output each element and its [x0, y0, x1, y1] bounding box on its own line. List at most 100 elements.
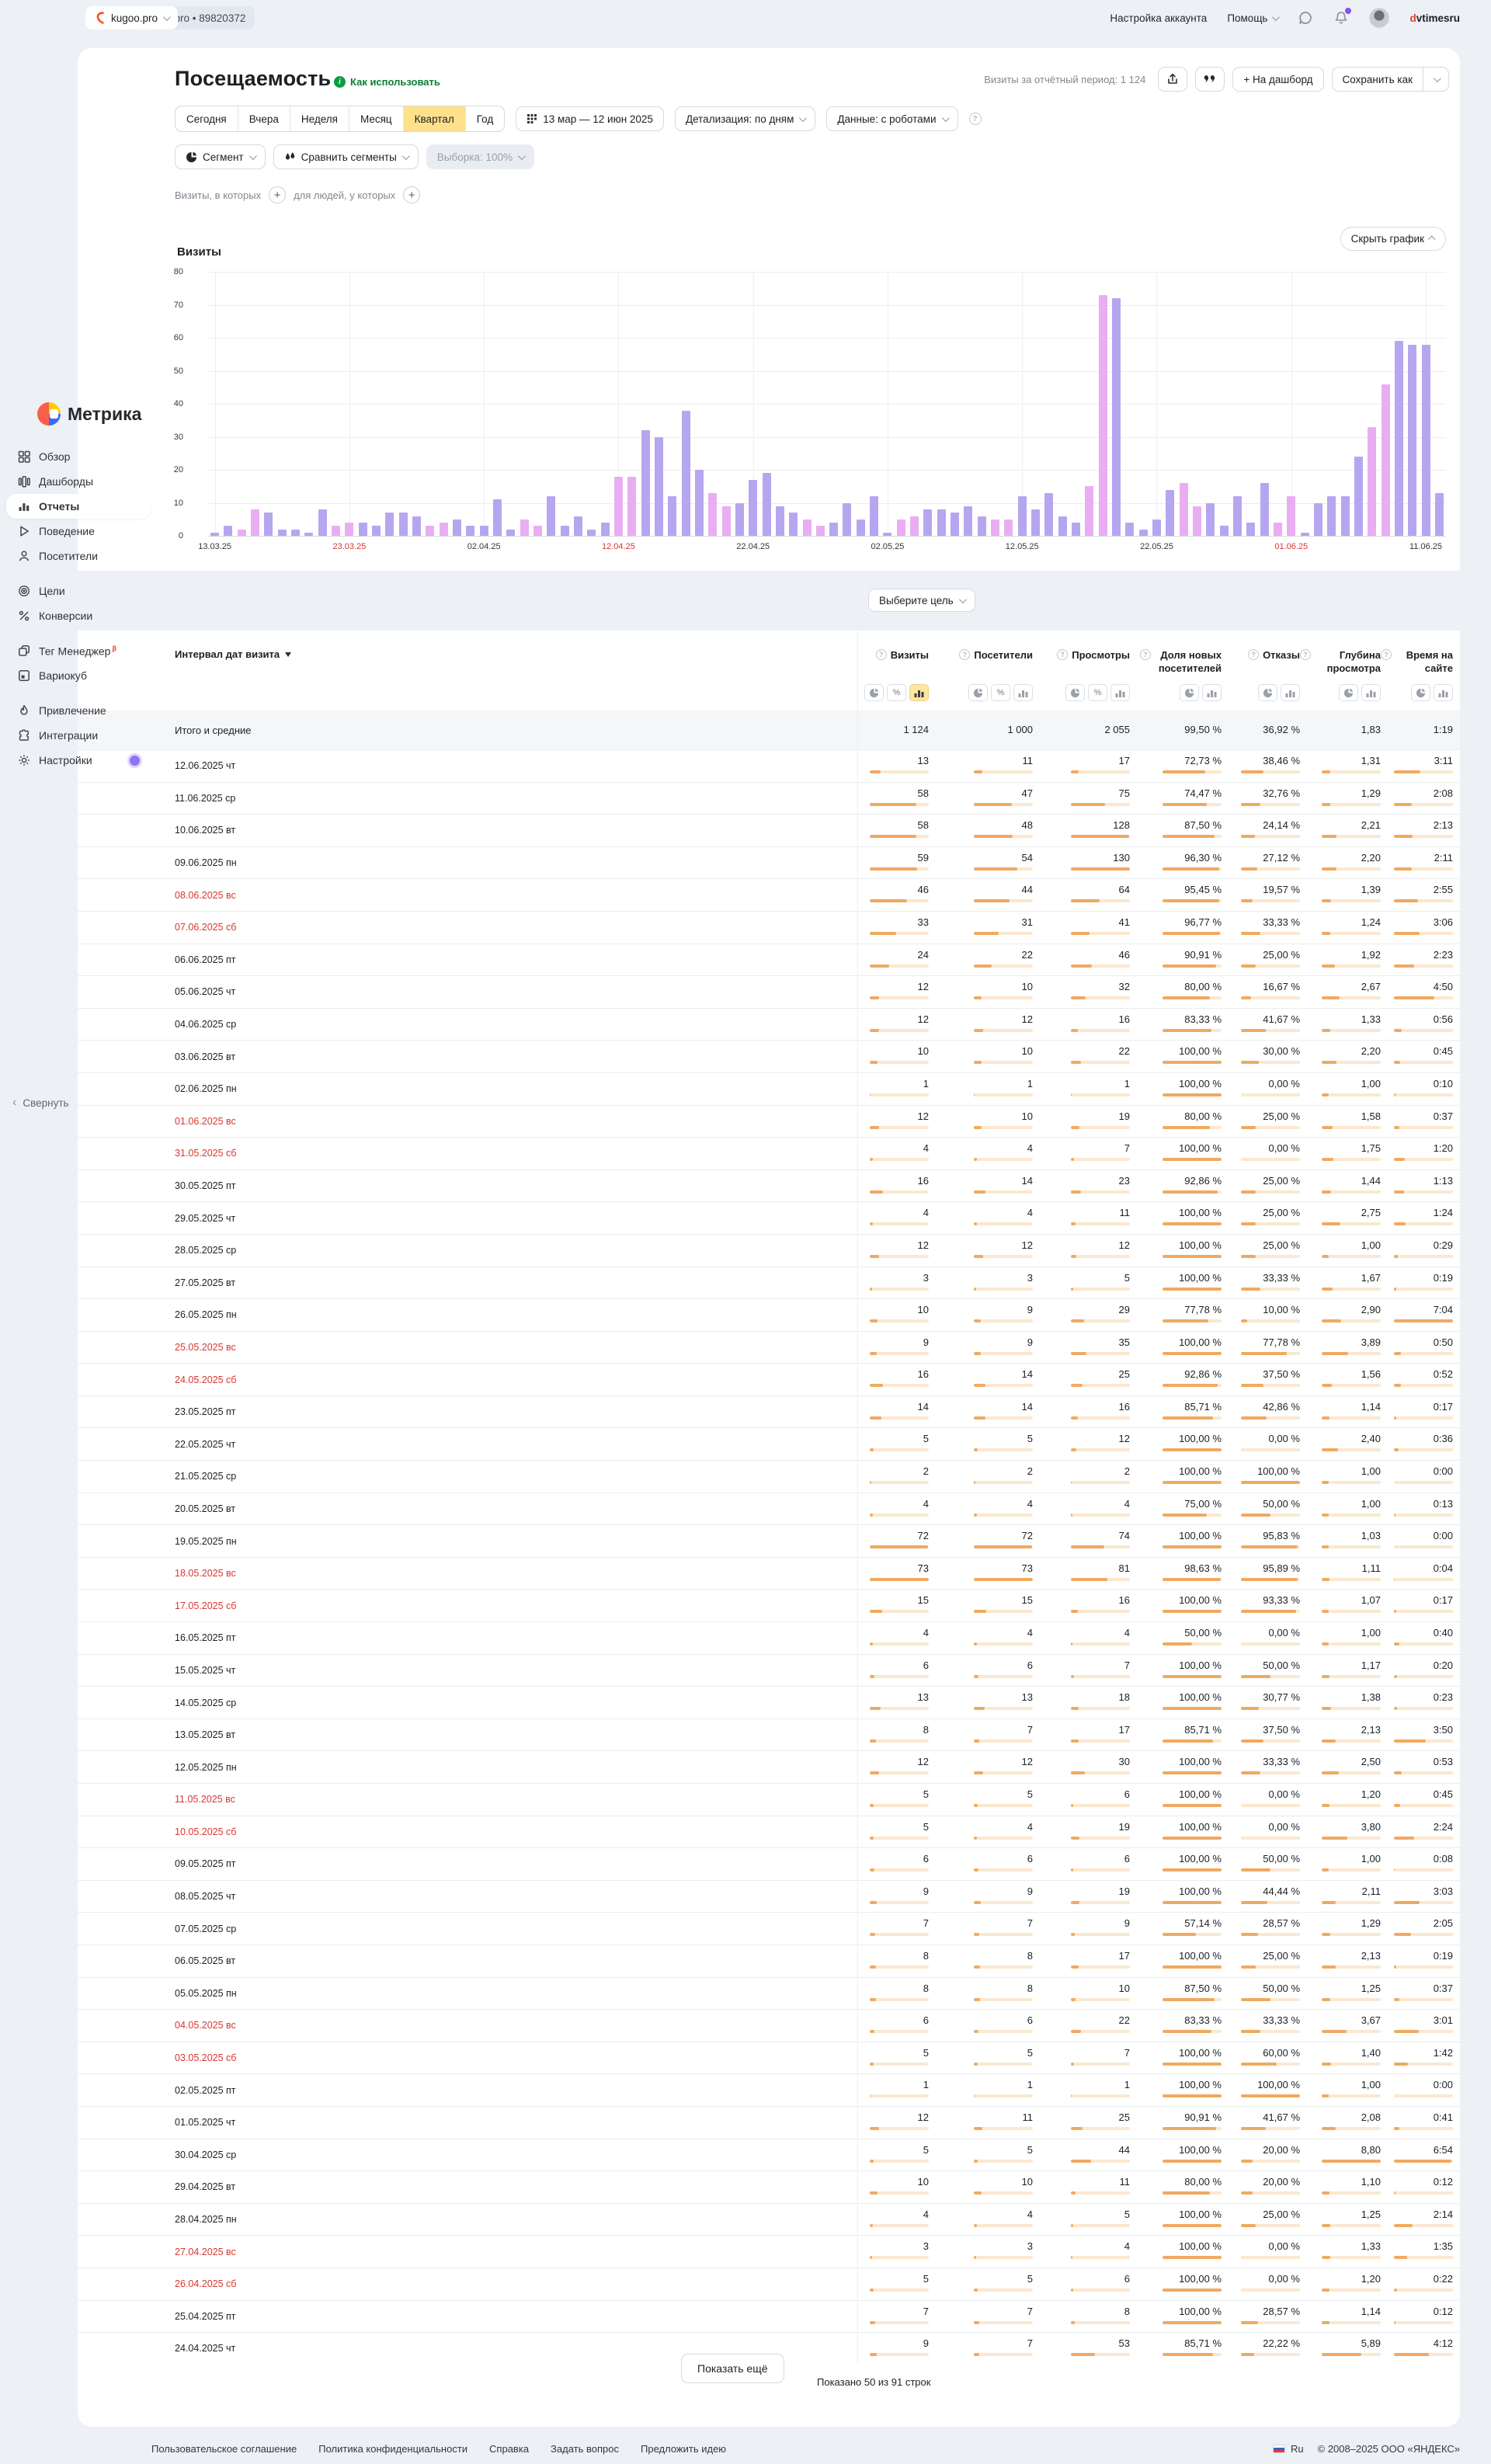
toggle-pie-icon[interactable]	[1258, 684, 1277, 701]
table-row[interactable]: 06.06.2025 пт 24 22 46 90,91 % 25,00 % 1,92 2:2…	[78, 943, 1460, 976]
sidebar-item-цели[interactable]: Цели	[6, 579, 151, 603]
chart-bar[interactable]	[264, 513, 273, 536]
table-row[interactable]: 15.05.2025 чт 6 6 7 100,00 % 50,00 % 1,17 0:20	[78, 1653, 1460, 1687]
metric-help-icon[interactable]: ?	[875, 649, 887, 660]
sidebar-item-обзор[interactable]: Обзор	[6, 444, 151, 469]
table-row[interactable]: 11.06.2025 ср 58 47 75 74,47 % 32,76 % 1,29 2:0…	[78, 781, 1460, 815]
chart-bar[interactable]	[829, 523, 839, 536]
table-row[interactable]: 08.06.2025 вс 46 44 64 95,45 % 19,57 % 1,39 2:5…	[78, 878, 1460, 911]
chart-bar[interactable]	[1421, 344, 1430, 536]
chart-bar[interactable]	[1273, 523, 1282, 536]
chart-bar[interactable]	[1381, 384, 1390, 536]
chart-bar[interactable]	[1017, 496, 1027, 536]
chart-bar[interactable]	[1179, 483, 1188, 536]
how-to-use-link[interactable]: i Как использовать	[334, 76, 440, 88]
chart-bar[interactable]	[1287, 496, 1296, 536]
chart-bar[interactable]	[1044, 492, 1054, 536]
chart-bar[interactable]	[991, 519, 1000, 536]
table-row[interactable]: 26.05.2025 пн 10 9 29 77,78 % 10,00 % 2,90 7:04	[78, 1298, 1460, 1331]
annotations-button[interactable]	[1195, 67, 1225, 92]
toggle-bars-icon[interactable]	[1202, 684, 1222, 701]
counter-select-button[interactable]: kugoo.pro	[85, 6, 179, 30]
chart-bar[interactable]	[870, 496, 879, 536]
chart-bar[interactable]	[1394, 341, 1403, 536]
chart-bar[interactable]	[493, 499, 502, 536]
table-row[interactable]: 20.05.2025 вт 4 4 4 75,00 % 50,00 % 1,00 0:13	[78, 1492, 1460, 1525]
chart-bar[interactable]	[708, 492, 718, 536]
chart-bar[interactable]	[398, 513, 408, 536]
sampling-select[interactable]: Выборка: 100%	[426, 144, 535, 169]
chart-bar[interactable]	[210, 532, 220, 536]
chart-bar[interactable]	[1340, 496, 1350, 536]
table-row[interactable]: 10.06.2025 вт 58 48 128 87,50 % 24,14 % 2,21 2:…	[78, 814, 1460, 846]
add-people-filter-button[interactable]: +	[403, 186, 421, 203]
chart-bar[interactable]	[627, 476, 637, 536]
period-tab[interactable]: Месяц	[348, 106, 403, 131]
metric-help-icon[interactable]: ?	[1140, 649, 1151, 660]
chart-bar[interactable]	[735, 502, 744, 536]
toggle-pie-icon[interactable]	[1411, 684, 1430, 701]
chart-bar[interactable]	[372, 526, 381, 536]
toggle-pie-icon[interactable]	[1065, 684, 1085, 701]
chart-bar[interactable]	[318, 509, 327, 536]
table-row[interactable]: 27.04.2025 вс 3 3 4 100,00 % 0,00 % 1,33 1:35	[78, 2235, 1460, 2268]
table-row[interactable]: 07.06.2025 сб 33 31 41 96,77 % 33,33 % 1,24 3:0…	[78, 910, 1460, 944]
chart-bar[interactable]	[1232, 496, 1242, 536]
chart-bar[interactable]	[412, 516, 422, 536]
chart-bar[interactable]	[1434, 492, 1444, 536]
chart-bar[interactable]	[1260, 483, 1269, 536]
table-row[interactable]: 07.05.2025 ср 7 7 9 57,14 % 28,57 % 1,29 2:05	[78, 1912, 1460, 1944]
segment-button[interactable]: Сегмент	[175, 144, 266, 169]
table-row[interactable]: 18.05.2025 вс 73 73 81 98,63 % 95,89 % 1,11 0:0…	[78, 1556, 1460, 1590]
sidebar-item-поведение[interactable]: Поведение	[6, 519, 151, 544]
chart-bar[interactable]	[951, 513, 960, 536]
metric-help-icon[interactable]: ?	[1248, 649, 1260, 660]
chart-bar[interactable]	[439, 523, 448, 536]
toggle-bars-icon[interactable]	[1361, 684, 1381, 701]
metric-help-icon[interactable]: ?	[1300, 649, 1311, 660]
metric-help-icon[interactable]: ?	[1057, 649, 1069, 660]
help-menu[interactable]: Помощь	[1227, 12, 1281, 24]
chart-bar[interactable]	[613, 476, 623, 536]
table-row[interactable]: 31.05.2025 сб 4 4 7 100,00 % 0,00 % 1,75 1:20	[78, 1137, 1460, 1169]
table-row[interactable]: 25.04.2025 пт 7 7 8 100,00 % 28,57 % 1,14 0:12	[78, 2299, 1460, 2333]
chart-bar[interactable]	[224, 526, 233, 536]
table-row[interactable]: 02.06.2025 пн 1 1 1 100,00 % 0,00 % 1,00 0:10	[78, 1072, 1460, 1105]
chart-bar[interactable]	[573, 516, 582, 536]
table-row[interactable]: 12.06.2025 чт 13 11 17 72,73 % 38,46 % 1,31 3:1…	[78, 749, 1460, 782]
user-name[interactable]: dvtimesru	[1409, 12, 1460, 24]
table-row[interactable]: 05.06.2025 чт 12 10 32 80,00 % 16,67 % 2,67 4:5…	[78, 975, 1460, 1008]
chart-bar[interactable]	[654, 436, 663, 536]
chart-bar[interactable]	[775, 506, 784, 536]
table-row[interactable]: 25.05.2025 вс 9 9 35 100,00 % 77,78 % 3,89 0:50	[78, 1330, 1460, 1364]
language-switcher[interactable]: Ru	[1273, 2443, 1304, 2455]
chart-bar[interactable]	[883, 532, 892, 536]
chart-bar[interactable]	[291, 529, 301, 536]
chart-bar[interactable]	[547, 496, 556, 536]
table-row[interactable]: 03.05.2025 сб 5 5 7 100,00 % 60,00 % 1,40 1:42	[78, 2041, 1460, 2074]
data-mode-select[interactable]: Данные: с роботами	[826, 106, 958, 131]
column-header[interactable]: ? Отказы	[1222, 631, 1300, 711]
help-circle-icon[interactable]: ?	[968, 113, 982, 125]
chart-bar[interactable]	[1354, 457, 1363, 536]
chart-bar[interactable]	[1246, 523, 1256, 536]
chart-bar[interactable]	[856, 519, 865, 536]
chart-bar[interactable]	[506, 529, 516, 536]
chart-bar[interactable]	[1408, 344, 1417, 536]
chart-bar[interactable]	[762, 473, 771, 536]
table-row[interactable]: 14.05.2025 ср 13 13 18 100,00 % 30,77 % 1,38 0:…	[78, 1686, 1460, 1719]
dimension-header[interactable]: Интервал дат визита	[78, 631, 857, 660]
chart-bar[interactable]	[668, 496, 677, 536]
chart-bar[interactable]	[749, 479, 758, 536]
chart-bar[interactable]	[815, 526, 825, 536]
table-row[interactable]: 21.05.2025 ср 2 2 2 100,00 % 100,00 % 1,00 0:00	[78, 1460, 1460, 1493]
sidebar-collapse-button[interactable]: ‹ Свернуть	[12, 1096, 69, 1109]
chart-bar[interactable]	[802, 519, 812, 536]
table-row[interactable]: 24.04.2025 чт 9 7 53 85,71 % 22,22 % 5,89 4:12	[78, 2332, 1460, 2365]
chart-bar[interactable]	[520, 519, 529, 536]
chart-bar[interactable]	[1125, 523, 1135, 536]
detail-select[interactable]: Детализация: по дням	[674, 106, 816, 131]
chart-bar[interactable]	[937, 509, 946, 536]
table-row[interactable]: 24.05.2025 сб 16 14 25 92,86 % 37,50 % 1,56 0:5…	[78, 1363, 1460, 1395]
chart-bar[interactable]	[533, 526, 542, 536]
